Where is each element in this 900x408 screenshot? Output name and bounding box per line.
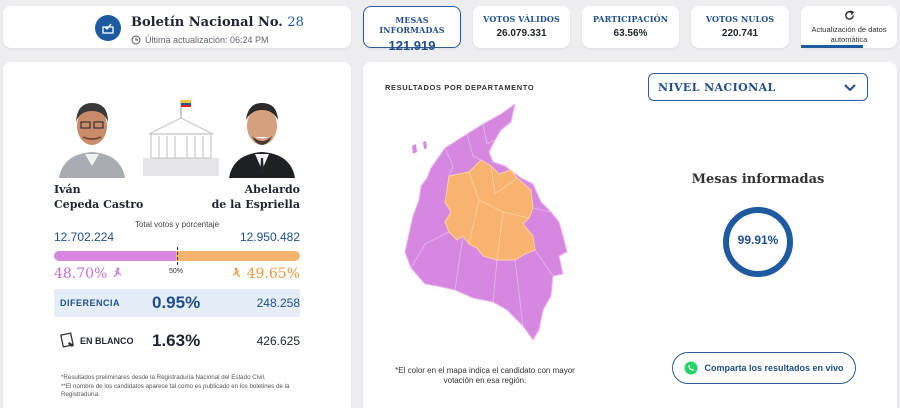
bulletin-header: Boletín Nacional No. 28 Última actualiza…: [3, 6, 351, 48]
map-region-orange[interactable]: [444, 159, 536, 261]
clock-icon: [131, 35, 141, 45]
map-borders-orange: [468, 165, 530, 261]
candidate-left-percent-value: 48.70%: [54, 266, 108, 282]
disclaimer-note: *Resultados preliminares desde la Regist…: [61, 374, 266, 381]
auto-update-indicator: [801, 45, 863, 48]
candidate-right-percent-value: 49.65%: [246, 266, 300, 282]
mesas-progress-ring: [723, 207, 793, 277]
chevron-down-icon: [844, 84, 856, 92]
auto-update-toggle[interactable]: Actualización de datos automática: [801, 6, 897, 48]
mesas-percent: 99.91%: [737, 233, 779, 247]
candidate-right-last: de la Espriella: [211, 198, 300, 211]
capitol-illustration: [143, 100, 219, 176]
candidate-left-percent: 48.70%: [54, 266, 122, 282]
midpoint-label: 50%: [169, 268, 184, 275]
level-select[interactable]: NIVEL NACIONAL: [648, 73, 868, 101]
mesas-progress-arc: [723, 207, 793, 277]
ballot-box-icon: [95, 15, 121, 41]
candidate-right-name: Abelardo de la Espriella: [212, 182, 300, 212]
blank-votes-row: EN BLANCO 1.63% 426.625: [54, 328, 300, 354]
last-update-text: Última actualización: 06:24 PM: [145, 35, 269, 45]
bulletin-number: 28: [287, 15, 304, 30]
candidate-right-photo: [229, 103, 295, 178]
stat-label: MESAS INFORMADAS: [379, 15, 445, 35]
stat-mesas-informadas[interactable]: MESAS INFORMADAS 121.919: [363, 6, 461, 53]
stat-value: 220.741: [721, 28, 759, 39]
disclaimer-notes: *Resultados preliminares desde la Regist…: [61, 374, 317, 400]
bulletin-title: Boletín Nacional No. 28: [131, 15, 304, 30]
stat-value: 26.079.331: [496, 28, 547, 39]
difference-row: DIFERENCIA 0.95% 248.258: [54, 289, 300, 317]
runner-icon: [232, 267, 241, 278]
refresh-icon: [801, 10, 897, 24]
candidate-left-last: Cepeda Castro: [54, 198, 144, 211]
bulletin-title-text: Boletín Nacional No.: [131, 15, 283, 30]
stat-value: 63.56%: [613, 28, 648, 39]
total-votes-label: Total votos y porcentaje: [134, 220, 220, 229]
stat-votos-validos[interactable]: VOTOS VÁLIDOS 26.079.331: [473, 6, 570, 48]
last-update: Última actualización: 06:24 PM: [131, 35, 269, 45]
map-island: [412, 141, 427, 154]
candidates-panel: Iván Cepeda Castro Abelardo de la Esprie…: [3, 62, 351, 408]
blank-ballot-icon: [60, 332, 74, 348]
difference-votes: 248.258: [256, 296, 300, 310]
stat-participacion[interactable]: PARTICIPACIÓN 63.56%: [582, 6, 679, 48]
vote-share-right-fill: [175, 251, 300, 261]
level-select-value: NIVEL NACIONAL: [658, 81, 776, 94]
candidate-right-percent: 49.65%: [232, 266, 300, 282]
mesas-informadas-title: Mesas informadas: [691, 172, 825, 187]
difference-percent: 0.95%: [152, 293, 201, 312]
blank-percent: 1.63%: [152, 331, 201, 350]
stat-label: VOTOS VÁLIDOS: [483, 14, 560, 24]
candidate-right-votes: 12.950.482: [239, 230, 300, 244]
stat-value: 121.919: [388, 38, 436, 53]
vote-share-bar: [54, 251, 300, 261]
candidate-left-first: Iván: [54, 183, 81, 196]
candidate-left-name: Iván Cepeda Castro: [54, 182, 143, 212]
difference-label: DIFERENCIA: [60, 298, 121, 308]
map-note: *El color en el mapa indica el candidato…: [395, 366, 575, 385]
candidate-right-first: Abelardo: [244, 183, 300, 196]
stat-label: VOTOS NULOS: [705, 14, 775, 24]
disclaimer-note: **El nombre de los candidatos aparece ta…: [61, 382, 290, 399]
map-borders: [410, 123, 554, 327]
map-title: RESULTADOS POR DEPARTAMENTO: [385, 83, 535, 92]
midpoint-marker: [177, 247, 178, 265]
blank-label: EN BLANCO: [80, 336, 134, 346]
stat-votos-nulos[interactable]: VOTOS NULOS 220.741: [691, 6, 789, 48]
whatsapp-icon: [684, 361, 698, 375]
vote-share-left-fill: [54, 251, 176, 261]
stat-label: PARTICIPACIÓN: [592, 14, 669, 24]
share-results-label: Comparta los resultados en vivo: [704, 363, 844, 373]
share-results-button[interactable]: Comparta los resultados en vivo: [672, 352, 856, 384]
map-panel: RESULTADOS POR DEPARTAMENTO *El color en…: [363, 62, 897, 408]
auto-update-label: Actualización de datos automática: [811, 25, 887, 44]
candidate-left-votes: 12.702.224: [54, 230, 115, 244]
department-results-map[interactable]: [383, 104, 583, 344]
runner-icon: [113, 267, 122, 278]
candidate-left-photo: [59, 103, 125, 178]
blank-votes: 426.625: [256, 334, 300, 348]
